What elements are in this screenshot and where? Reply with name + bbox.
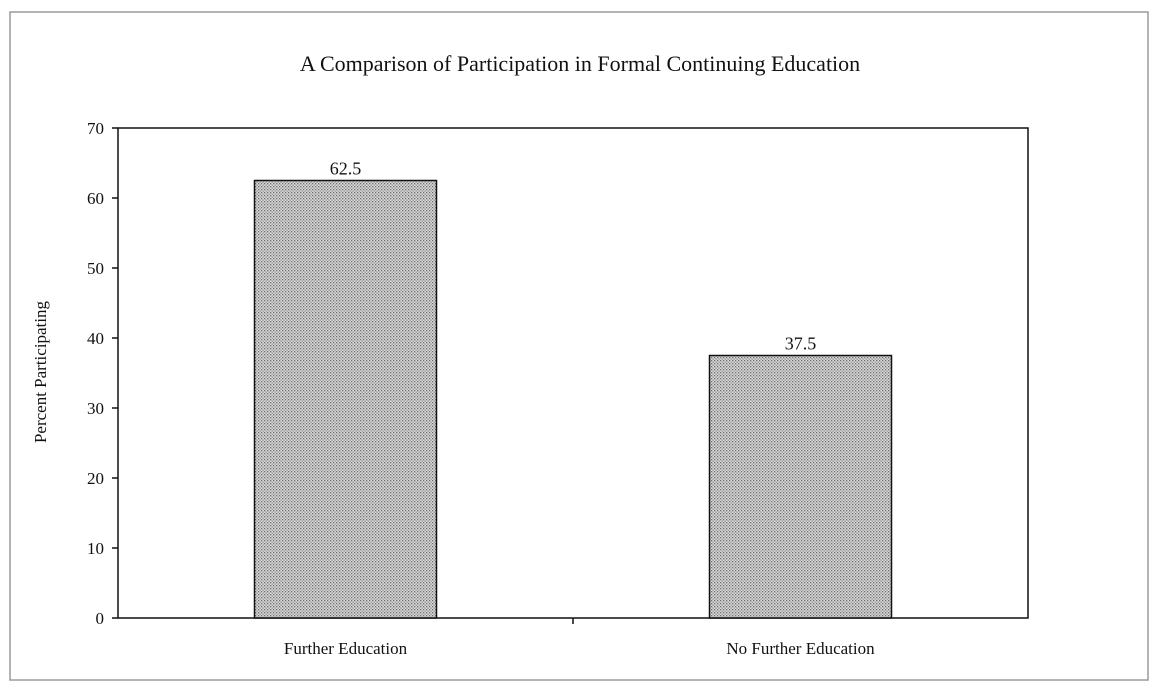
bars bbox=[253, 179, 893, 619]
data-label: 62.5 bbox=[330, 159, 362, 179]
y-tick-label: 20 bbox=[87, 469, 104, 488]
y-tick-label: 70 bbox=[87, 119, 104, 138]
category-labels: Further Education No Further Education bbox=[284, 639, 875, 658]
y-axis-title: Percent Participating bbox=[31, 300, 50, 443]
y-tick-label: 10 bbox=[87, 539, 104, 558]
category-label: No Further Education bbox=[726, 639, 875, 658]
category-label: Further Education bbox=[284, 639, 408, 658]
y-tick-label: 40 bbox=[87, 329, 104, 348]
chart-title: A Comparison of Participation in Formal … bbox=[300, 51, 860, 76]
y-tick-label: 30 bbox=[87, 399, 104, 418]
data-labels: 62.5 37.5 bbox=[330, 159, 817, 354]
data-label: 37.5 bbox=[785, 334, 817, 354]
chart-border bbox=[9, 11, 1149, 681]
bar-2 bbox=[708, 354, 893, 619]
bar-1 bbox=[253, 179, 438, 619]
y-tick-label: 0 bbox=[96, 609, 105, 628]
y-tick-label: 60 bbox=[87, 189, 104, 208]
y-tick-label: 50 bbox=[87, 259, 104, 278]
y-axis-ticks: 0 10 20 30 40 50 60 70 bbox=[87, 119, 118, 628]
